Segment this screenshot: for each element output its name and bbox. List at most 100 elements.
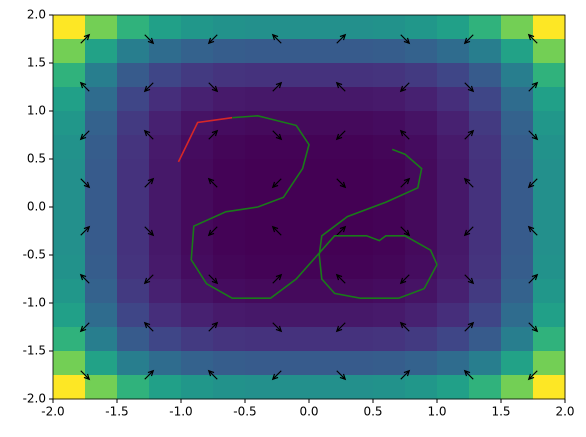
quiver-arrow — [335, 322, 346, 333]
heatmap-cell — [117, 279, 150, 304]
quiver-arrow — [527, 370, 538, 381]
heatmap-cell — [405, 375, 438, 400]
heatmap-cell — [245, 135, 278, 160]
heatmap-cell — [469, 279, 502, 304]
heatmap-cell — [437, 15, 470, 40]
heatmap-cell — [533, 63, 566, 88]
heatmap-cell — [117, 111, 150, 136]
heatmap-cell — [213, 279, 246, 304]
heatmap-cell — [245, 231, 278, 256]
heatmap-cell — [437, 375, 470, 400]
quiver-arrow — [271, 225, 282, 236]
x-tick-label: 1.5 — [491, 405, 510, 419]
heatmap-cell — [85, 63, 118, 88]
heatmap-cell — [149, 15, 182, 40]
heatmap-cell — [469, 135, 502, 160]
heatmap-cell — [245, 159, 278, 184]
heatmap-cell — [341, 279, 374, 304]
quiver-arrow — [336, 33, 347, 44]
quiver-arrow — [79, 322, 90, 333]
heatmap-cell — [405, 231, 438, 256]
quiver-arrow — [79, 130, 90, 141]
heatmap-cell — [341, 351, 374, 376]
quiver-arrow — [400, 177, 411, 188]
quiver-arrow — [400, 34, 411, 45]
heatmap-cell — [533, 231, 566, 256]
heatmap-cell — [213, 63, 246, 88]
x-tick-label: 0.5 — [363, 405, 382, 419]
heatmap-cell — [309, 351, 342, 376]
heatmap-cell — [533, 327, 566, 352]
quiver-arrow — [207, 226, 218, 237]
heatmap-cell — [533, 255, 566, 280]
heatmap-cell — [501, 15, 534, 40]
heatmap-cell — [149, 39, 182, 64]
quiver-arrow — [463, 177, 474, 188]
heatmap-cell — [437, 303, 470, 328]
heatmap-cell — [53, 255, 86, 280]
heatmap-cell — [405, 207, 438, 232]
heatmap-cell — [501, 111, 534, 136]
heatmap-cell — [469, 351, 502, 376]
heatmap-cell — [277, 231, 310, 256]
heatmap-cell — [405, 327, 438, 352]
heatmap-cell — [309, 207, 342, 232]
heatmap-cell — [469, 327, 502, 352]
heatmap-cell — [501, 351, 534, 376]
quiver-arrow — [400, 369, 411, 380]
heatmap-cell — [469, 183, 502, 208]
quiver-arrow — [272, 81, 283, 92]
heatmap-cell — [181, 39, 214, 64]
heatmap-cell — [437, 255, 470, 280]
heatmap-cell — [469, 39, 502, 64]
heatmap-cell — [85, 351, 118, 376]
heatmap-cell — [277, 375, 310, 400]
quiver-arrow — [208, 129, 219, 140]
heatmap-cell — [53, 303, 86, 328]
heatmap-cell — [277, 15, 310, 40]
heatmap-cell — [181, 279, 214, 304]
quiver-arrow — [80, 33, 91, 44]
heatmap-cell — [245, 303, 278, 328]
quiver-arrow — [208, 321, 219, 332]
heatmap-cell — [405, 87, 438, 112]
quiver-arrow — [208, 82, 219, 93]
y-tick-label: -1.5 — [23, 344, 46, 358]
heatmap-cell — [341, 111, 374, 136]
heatmap-cell — [181, 327, 214, 352]
heatmap-cell — [53, 327, 86, 352]
heatmap-cell — [501, 207, 534, 232]
quiver-arrow — [272, 273, 283, 284]
y-tick-label: 0.0 — [27, 200, 46, 214]
heatmap-cell — [117, 327, 150, 352]
quiver-arrow — [79, 273, 90, 284]
heatmap-cell — [53, 351, 86, 376]
heatmap-cell — [469, 255, 502, 280]
heatmap-cell — [533, 135, 566, 160]
heatmap-cell — [85, 279, 118, 304]
heatmap-cell — [53, 207, 86, 232]
heatmap-cell — [245, 111, 278, 136]
heatmap-cell — [85, 15, 118, 40]
y-tick-label: -2.0 — [23, 392, 46, 406]
heatmap-cell — [437, 63, 470, 88]
heatmap-cell — [149, 135, 182, 160]
heatmap-cell — [277, 39, 310, 64]
heatmap-cell — [53, 87, 86, 112]
heatmap-cell — [437, 183, 470, 208]
heatmap-cell — [181, 255, 214, 280]
heatmap-cell — [533, 15, 566, 40]
heatmap-cell — [181, 63, 214, 88]
heatmap-cell — [341, 63, 374, 88]
heatmap-cell — [405, 279, 438, 304]
heatmap-cell — [373, 135, 406, 160]
trajectory-line — [177, 116, 233, 163]
heatmap-cell — [213, 39, 246, 64]
heatmap-cell — [469, 207, 502, 232]
x-tick-label: 2.0 — [555, 405, 574, 419]
heatmap-cell — [373, 63, 406, 88]
heatmap-cell — [405, 351, 438, 376]
heatmap-cell — [501, 63, 534, 88]
quiver-arrow — [335, 81, 346, 92]
